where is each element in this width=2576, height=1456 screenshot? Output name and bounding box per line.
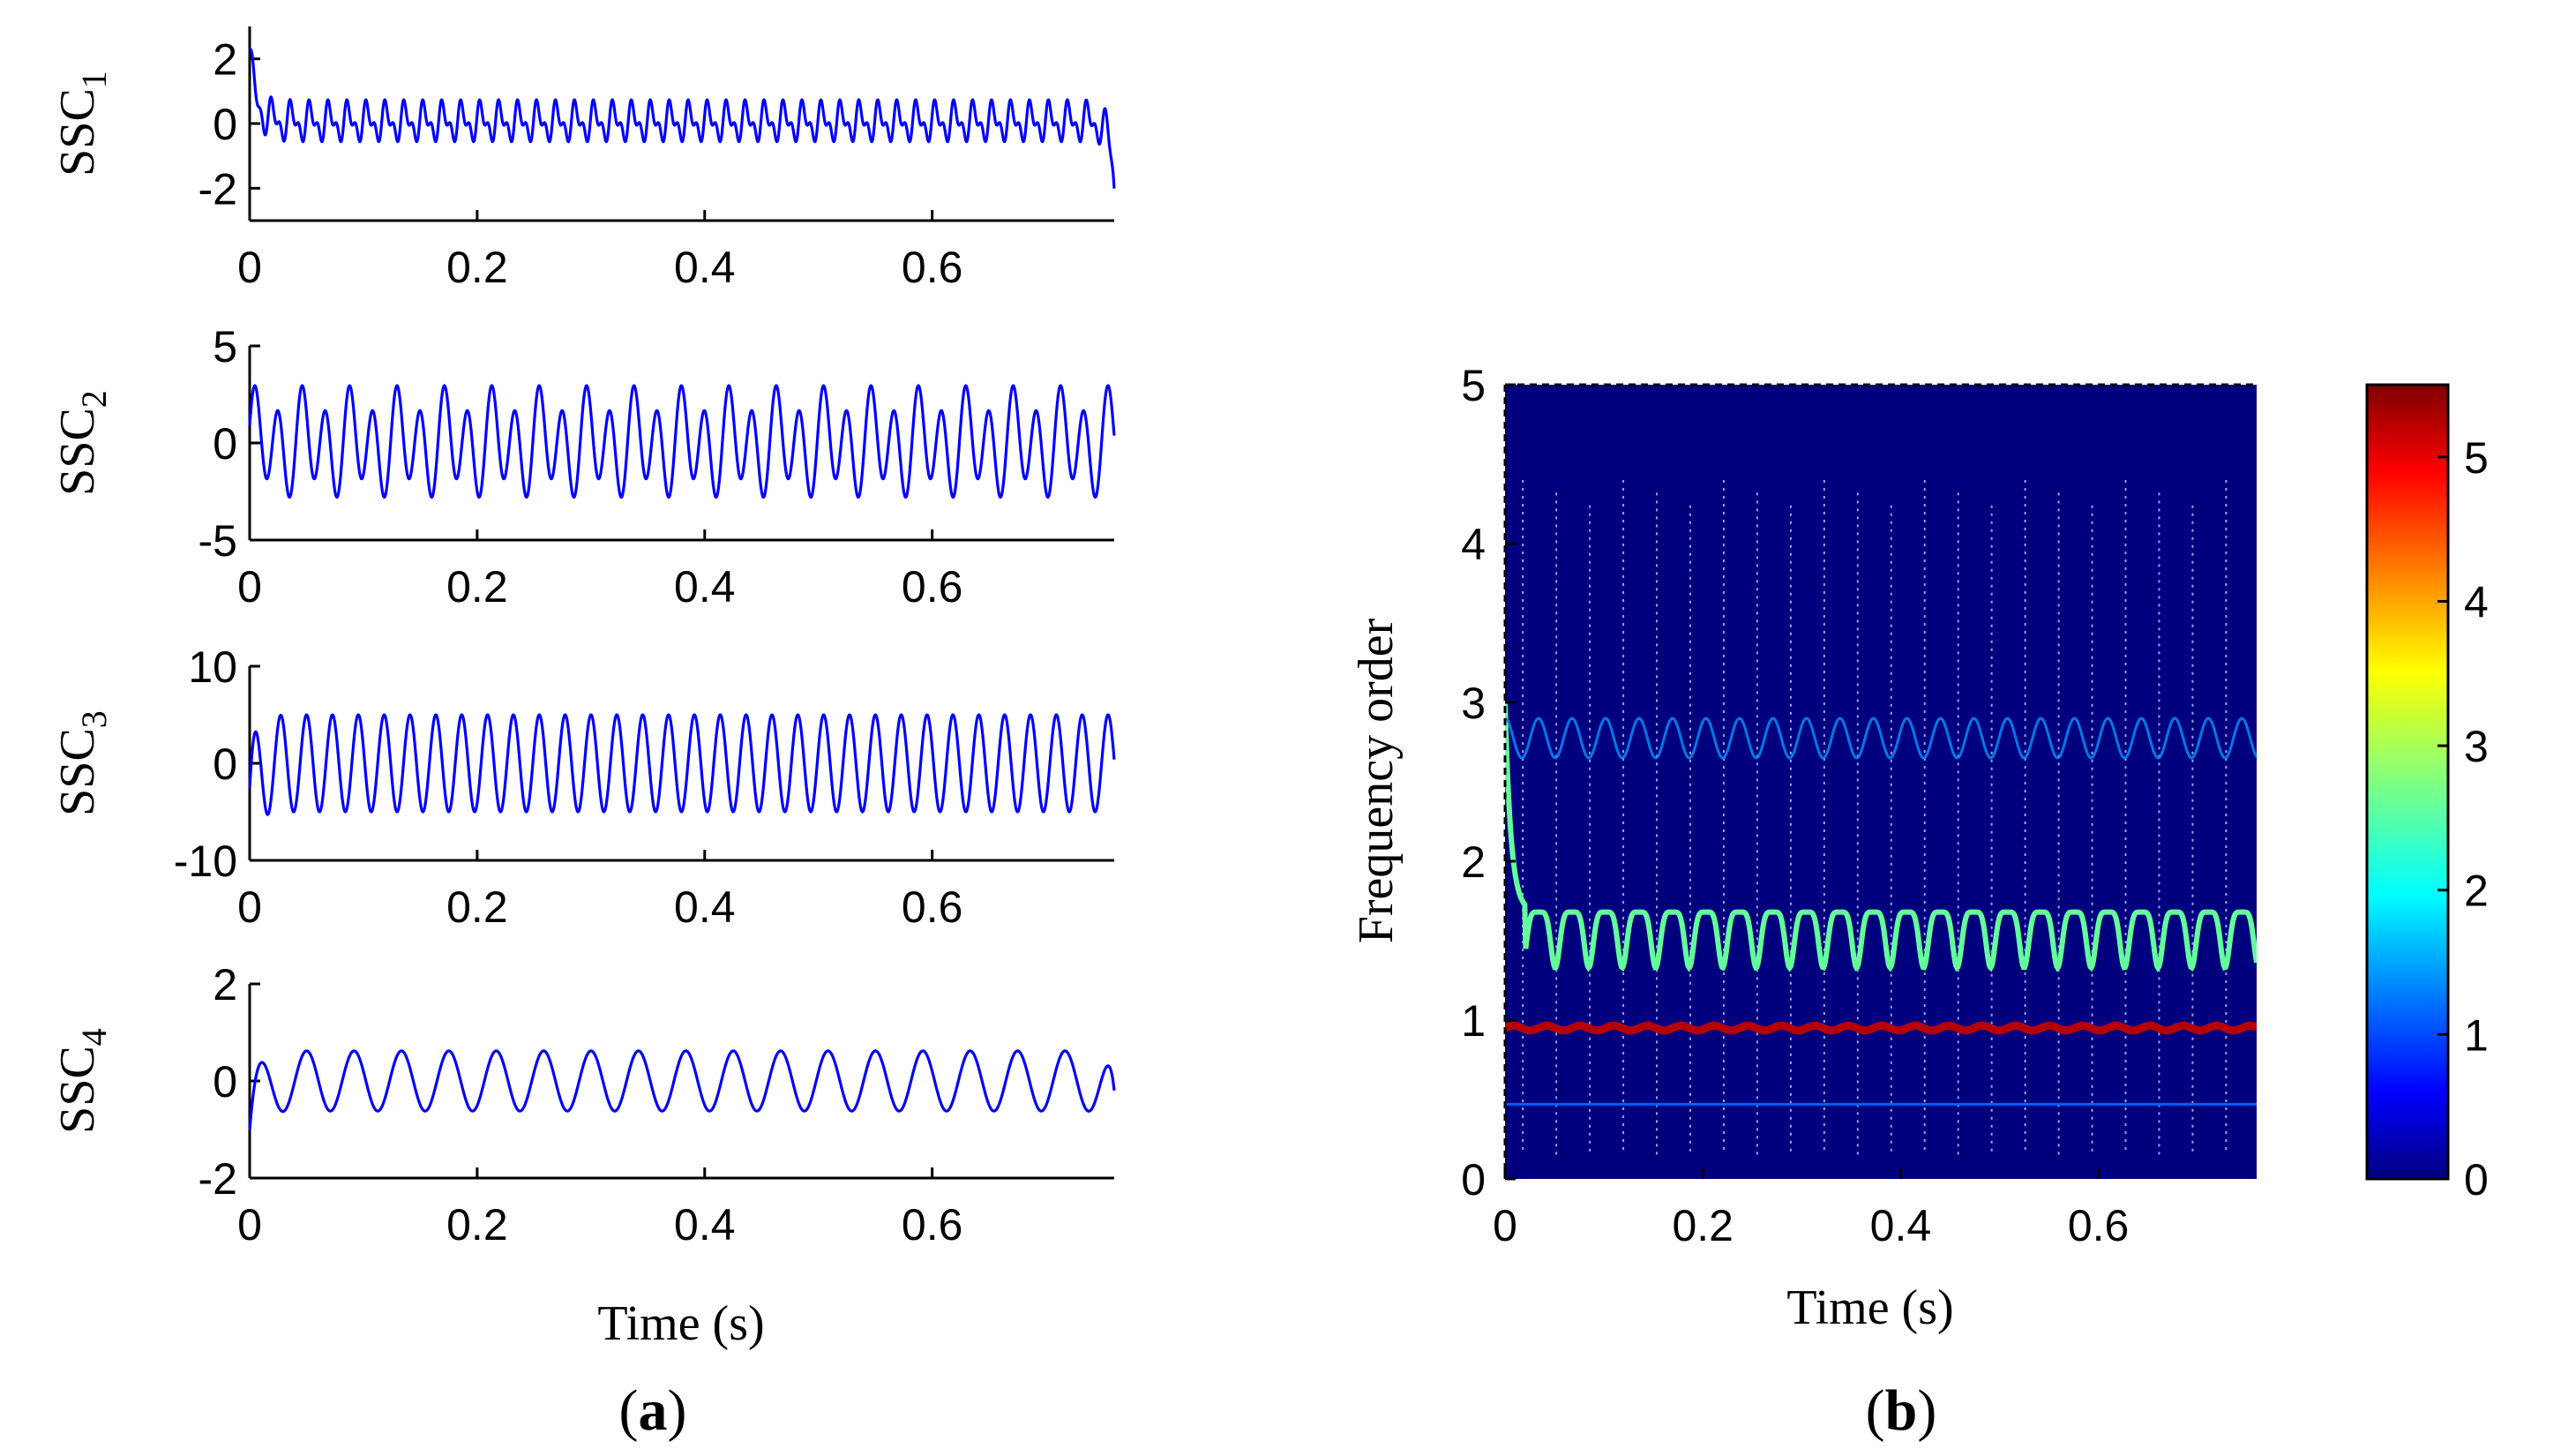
y-axis-label-subscript: 4 xyxy=(74,1028,114,1046)
x-tick-label: 0.4 xyxy=(674,562,736,612)
y-tick-label: -2 xyxy=(198,164,237,214)
signal-line xyxy=(248,1049,1116,1131)
x-tick-label: 0 xyxy=(237,562,262,612)
signal-line xyxy=(248,713,1116,816)
x-tick-label: 0.2 xyxy=(446,243,508,292)
x-tick-label: 0.2 xyxy=(1672,1201,1734,1250)
colorbar-tick-label: 0 xyxy=(2464,1155,2489,1205)
x-tick-label: 0.6 xyxy=(902,243,963,292)
y-tick-label: 0 xyxy=(1461,1155,1486,1205)
colorbar: 0 1 2 3 4 5 xyxy=(2365,383,2489,1205)
y-tick-label: 0 xyxy=(213,100,237,149)
x-tick-label: 0.6 xyxy=(902,882,963,932)
x-tick-label: 0 xyxy=(1493,1201,1517,1250)
time-frequency-heatmap: 0 0.2 0.4 0.6 0 1 2 3 4 5 xyxy=(1461,361,2257,1250)
x-tick-label: 0.2 xyxy=(446,1200,508,1250)
y-axis-label-main: SSC xyxy=(50,88,105,176)
y-tick-label: 0 xyxy=(213,419,237,469)
x-tick-label: 0 xyxy=(237,243,262,292)
panel-b-letter: b xyxy=(1885,1378,1918,1443)
y-tick-label: 5 xyxy=(1461,361,1486,410)
y-tick-label: -10 xyxy=(174,837,237,886)
y-tick-label: 0 xyxy=(213,739,237,789)
colorbar-tick-label: 5 xyxy=(2464,433,2489,483)
x-tick-label: 0.4 xyxy=(1870,1201,1932,1250)
colorbar-gradient xyxy=(2365,383,2450,1181)
y-tick-label: 2 xyxy=(1461,837,1486,887)
x-tick-label: 0.2 xyxy=(446,882,508,932)
panel-b-xlabel: Time (s) xyxy=(1786,1280,1953,1335)
panel-b-ylabel: Frequency order xyxy=(1349,618,1404,943)
x-tick-label: 0 xyxy=(237,1200,262,1250)
y-tick-label: -5 xyxy=(198,516,237,566)
y-axis-label-main: SSC xyxy=(50,1046,105,1134)
x-tick-label: 0.4 xyxy=(674,882,736,932)
y-axis-label: SSC4 xyxy=(50,1028,114,1134)
colorbar-tick-label: 4 xyxy=(2464,577,2489,627)
y-axis-label-main: SSC xyxy=(50,408,105,496)
y-tick-label: 5 xyxy=(213,322,237,372)
panel-a-xlabel: Time (s) xyxy=(597,1296,764,1351)
y-tick-label: 4 xyxy=(1461,520,1486,569)
ridge-order-1.7 xyxy=(1505,702,2257,972)
y-tick-label: 10 xyxy=(188,642,237,692)
panel-b-label: (b) xyxy=(1866,1378,1937,1443)
x-tick-label: 0.6 xyxy=(902,562,963,612)
panel-a-letter: a xyxy=(639,1378,668,1443)
x-tick-label: 0.2 xyxy=(446,562,508,612)
x-tick-label: 0 xyxy=(237,882,262,932)
y-axis-label: SSC1 xyxy=(50,71,114,176)
x-tick-label: 0.4 xyxy=(674,243,736,292)
signal-line xyxy=(248,48,1116,189)
y-axis-label-main: SSC xyxy=(50,728,105,816)
y-tick-label: 1 xyxy=(1461,996,1486,1046)
ridge-order-2.8 xyxy=(1505,717,2257,760)
y-tick-label: 2 xyxy=(213,35,237,85)
y-tick-label: 3 xyxy=(1461,679,1486,728)
colorbar-tick-label: 3 xyxy=(2464,722,2489,771)
y-axis-label-subscript: 1 xyxy=(74,71,114,88)
x-tick-label: 0.6 xyxy=(2068,1201,2130,1250)
heatmap-background xyxy=(1505,385,2257,1179)
y-tick-label: -2 xyxy=(198,1154,237,1204)
y-tick-label: 2 xyxy=(213,960,237,1009)
y-axis-label-subscript: 2 xyxy=(74,390,114,408)
colorbar-tick-label: 2 xyxy=(2464,867,2489,916)
x-tick-label: 0.4 xyxy=(674,1200,736,1250)
y-axis-label: SSC3 xyxy=(50,710,114,816)
y-axis-label-subscript: 3 xyxy=(74,710,114,728)
y-axis-label: SSC2 xyxy=(50,390,114,496)
panel-a-label: (a) xyxy=(619,1378,687,1443)
signal-line xyxy=(248,384,1116,499)
ridge-order-1 xyxy=(1505,1021,2257,1035)
y-tick-label: 0 xyxy=(213,1057,237,1107)
x-tick-label: 0.6 xyxy=(902,1200,963,1250)
colorbar-tick-label: 1 xyxy=(2464,1010,2489,1060)
heatmap-content xyxy=(1505,480,2257,1155)
